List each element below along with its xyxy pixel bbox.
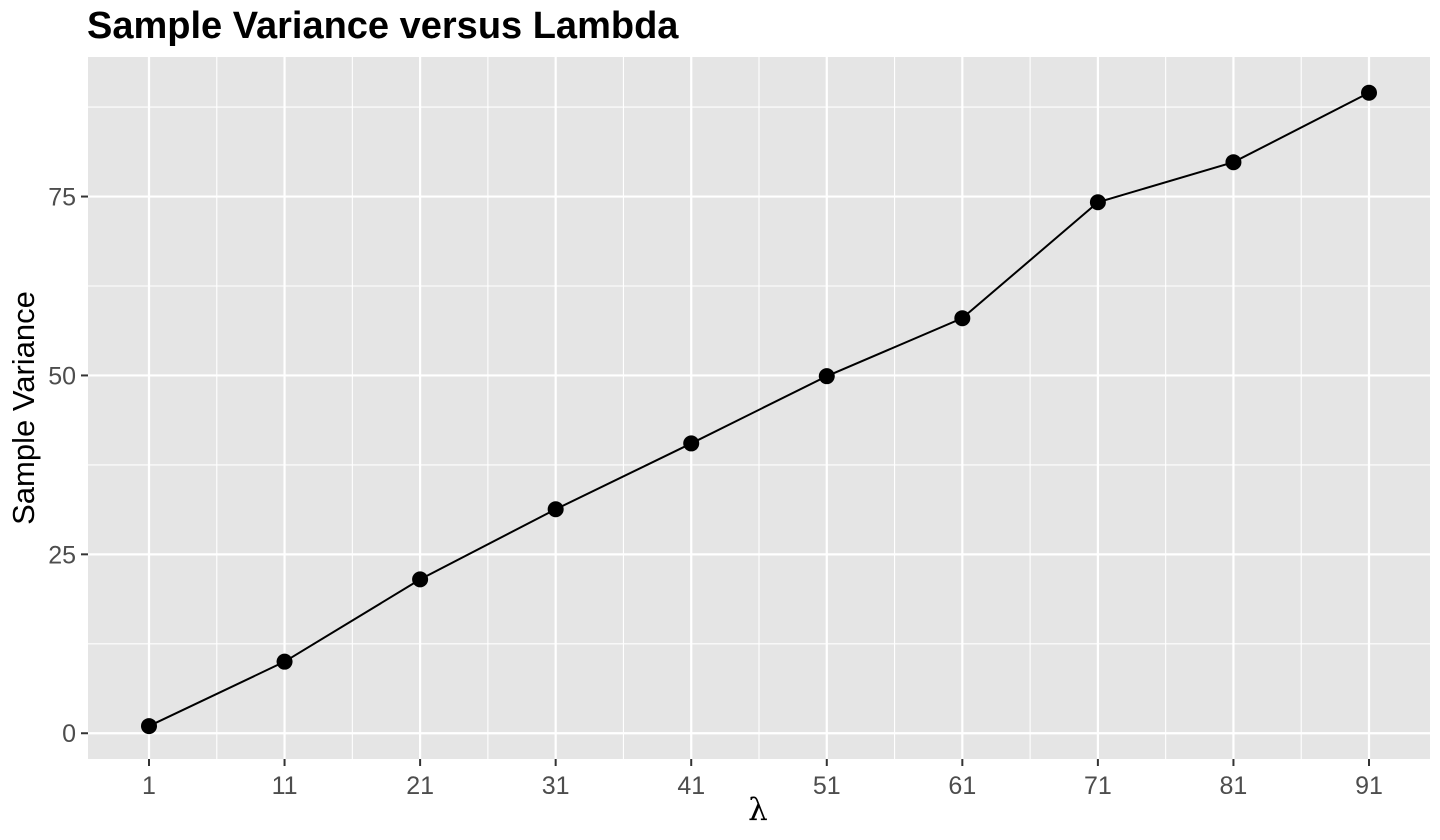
x-tick-label: 51	[813, 772, 841, 800]
axis-ticks	[81, 195, 1370, 766]
data-point	[412, 571, 429, 588]
data-point	[1361, 84, 1377, 101]
x-tick-label: 1	[142, 772, 156, 800]
x-tick-labels: 1 11 21 31 41 51 61 71 81 91	[142, 772, 1383, 800]
y-tick-labels: 0 25 50 75	[48, 184, 76, 749]
chart-title: Sample Variance versus Lambda	[87, 5, 679, 47]
series-line	[148, 91, 1370, 727]
data-point	[954, 310, 971, 327]
data-point	[1089, 194, 1106, 211]
data-point	[276, 653, 293, 670]
y-tick-label: 0	[62, 720, 76, 748]
x-tick-label: 11	[272, 772, 298, 800]
x-tick-label: 91	[1355, 772, 1383, 800]
x-tick-label: 21	[406, 772, 434, 800]
y-tick-label: 50	[48, 362, 76, 390]
x-tick-label: 41	[677, 772, 705, 800]
data-point	[141, 718, 157, 735]
data-point	[683, 435, 700, 452]
x-tick-label: 61	[948, 772, 976, 800]
series-layer	[141, 84, 1377, 735]
minor-grid	[88, 57, 1430, 759]
major-grid	[88, 57, 1430, 759]
x-tick-label: 81	[1220, 772, 1248, 800]
x-tick-label: 31	[542, 772, 570, 800]
y-tick-label: 25	[48, 541, 76, 569]
x-tick-label: 71	[1084, 772, 1112, 800]
data-point	[1225, 154, 1242, 171]
data-point	[818, 368, 835, 385]
y-tick-label: 75	[48, 184, 76, 212]
data-point	[547, 501, 564, 518]
y-axis-title: Sample Variance	[6, 291, 41, 525]
x-axis-title: λ	[748, 792, 768, 828]
